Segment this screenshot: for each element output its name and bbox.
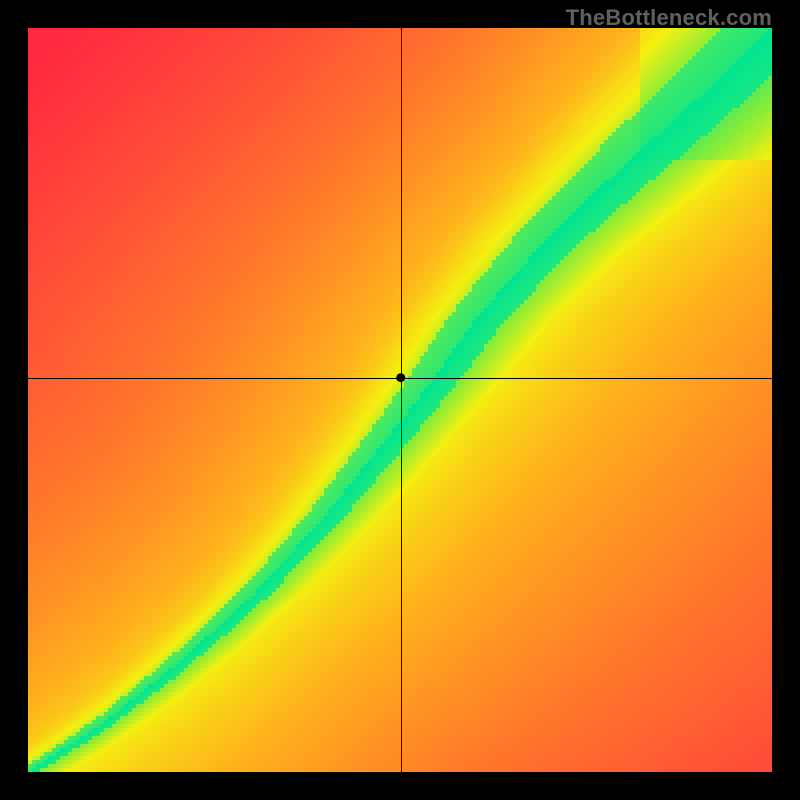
heatmap-plot: [28, 28, 772, 772]
heatmap-canvas: [28, 28, 772, 772]
watermark-text: TheBottleneck.com: [566, 5, 772, 31]
chart-frame: TheBottleneck.com: [0, 0, 800, 800]
